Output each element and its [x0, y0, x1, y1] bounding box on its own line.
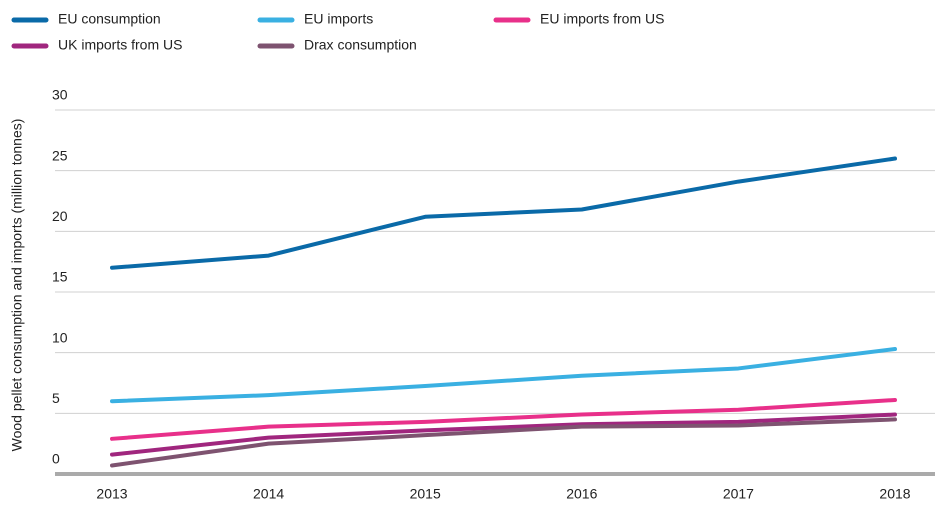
y-tick-label: 20	[52, 208, 68, 224]
series-line	[110, 397, 897, 441]
x-tick-label: 2018	[879, 486, 910, 502]
y-tick-label: 30	[52, 87, 68, 103]
y-tick-label: 10	[52, 329, 68, 345]
x-tick-label: 2016	[566, 486, 597, 502]
legend-label: Drax consumption	[304, 37, 417, 53]
series-line	[110, 412, 897, 457]
series-line	[110, 417, 897, 468]
series-line	[110, 156, 897, 270]
legend-label: UK imports from US	[58, 37, 182, 53]
y-tick-label: 5	[52, 390, 60, 406]
legend-label: EU consumption	[58, 11, 161, 27]
series-line	[110, 347, 897, 404]
legend-label: EU imports from US	[540, 11, 664, 27]
y-tick-label: 0	[52, 451, 60, 467]
x-tick-label: 2013	[96, 486, 127, 502]
x-tick-label: 2015	[410, 486, 441, 502]
x-tick-label: 2014	[253, 486, 284, 502]
y-tick-label: 25	[52, 147, 68, 163]
x-tick-label: 2017	[723, 486, 754, 502]
legend-label: EU imports	[304, 11, 373, 27]
y-tick-label: 15	[52, 269, 68, 285]
y-axis-label: Wood pellet consumption and imports (mil…	[9, 119, 25, 452]
